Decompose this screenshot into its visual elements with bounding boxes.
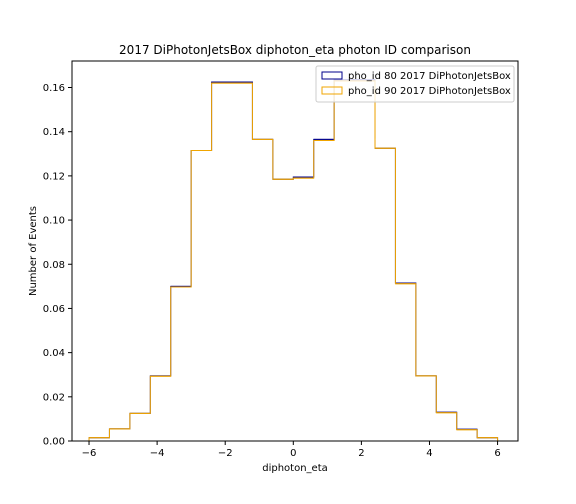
x-tick-label: 4 <box>426 448 432 459</box>
legend-swatch-2 <box>321 86 343 95</box>
x-tick-label: −4 <box>150 448 165 459</box>
x-axis-label: diphoton_eta <box>262 463 328 474</box>
chart-title: 2017 DiPhotonJetsBox diphoton_eta photon… <box>119 43 471 57</box>
legend-swatch-1 <box>321 71 343 80</box>
legend-box <box>315 65 515 103</box>
legend-label-2: pho_id 90 2017 DiPhotonJetsBox <box>348 86 511 97</box>
x-tick-label: 6 <box>494 448 500 459</box>
y-tick-label: 0.16 <box>43 83 65 94</box>
axes-frame <box>71 60 519 442</box>
y-tick-label: 0.08 <box>43 260 65 271</box>
x-tick-label: −2 <box>218 448 233 459</box>
x-tick-label: 0 <box>290 448 296 459</box>
y-tick-label: 0.14 <box>43 127 65 138</box>
legend: pho_id 80 2017 DiPhotonJetsBox pho_id 90 … <box>315 65 515 103</box>
y-axis-label: Number of Events <box>28 206 39 296</box>
series-2-line <box>88 80 499 441</box>
y-tick-label: 0.10 <box>43 216 65 227</box>
x-tick-label: −6 <box>82 448 97 459</box>
x-tick-label: 2 <box>358 448 364 459</box>
y-tick-label: 0.02 <box>43 392 65 403</box>
plot-area: −6 −4 −2 0 2 4 6 0.00 0.02 0.04 0.06 0.08 0.10 0.12 0.… <box>43 60 519 459</box>
y-tick-label: 0.04 <box>43 348 65 359</box>
y-tick-label: 0.00 <box>43 437 65 448</box>
y-tick-label: 0.12 <box>43 171 65 182</box>
y-tick-label: 0.06 <box>43 304 65 315</box>
legend-label-1: pho_id 80 2017 DiPhotonJetsBox <box>348 71 511 82</box>
